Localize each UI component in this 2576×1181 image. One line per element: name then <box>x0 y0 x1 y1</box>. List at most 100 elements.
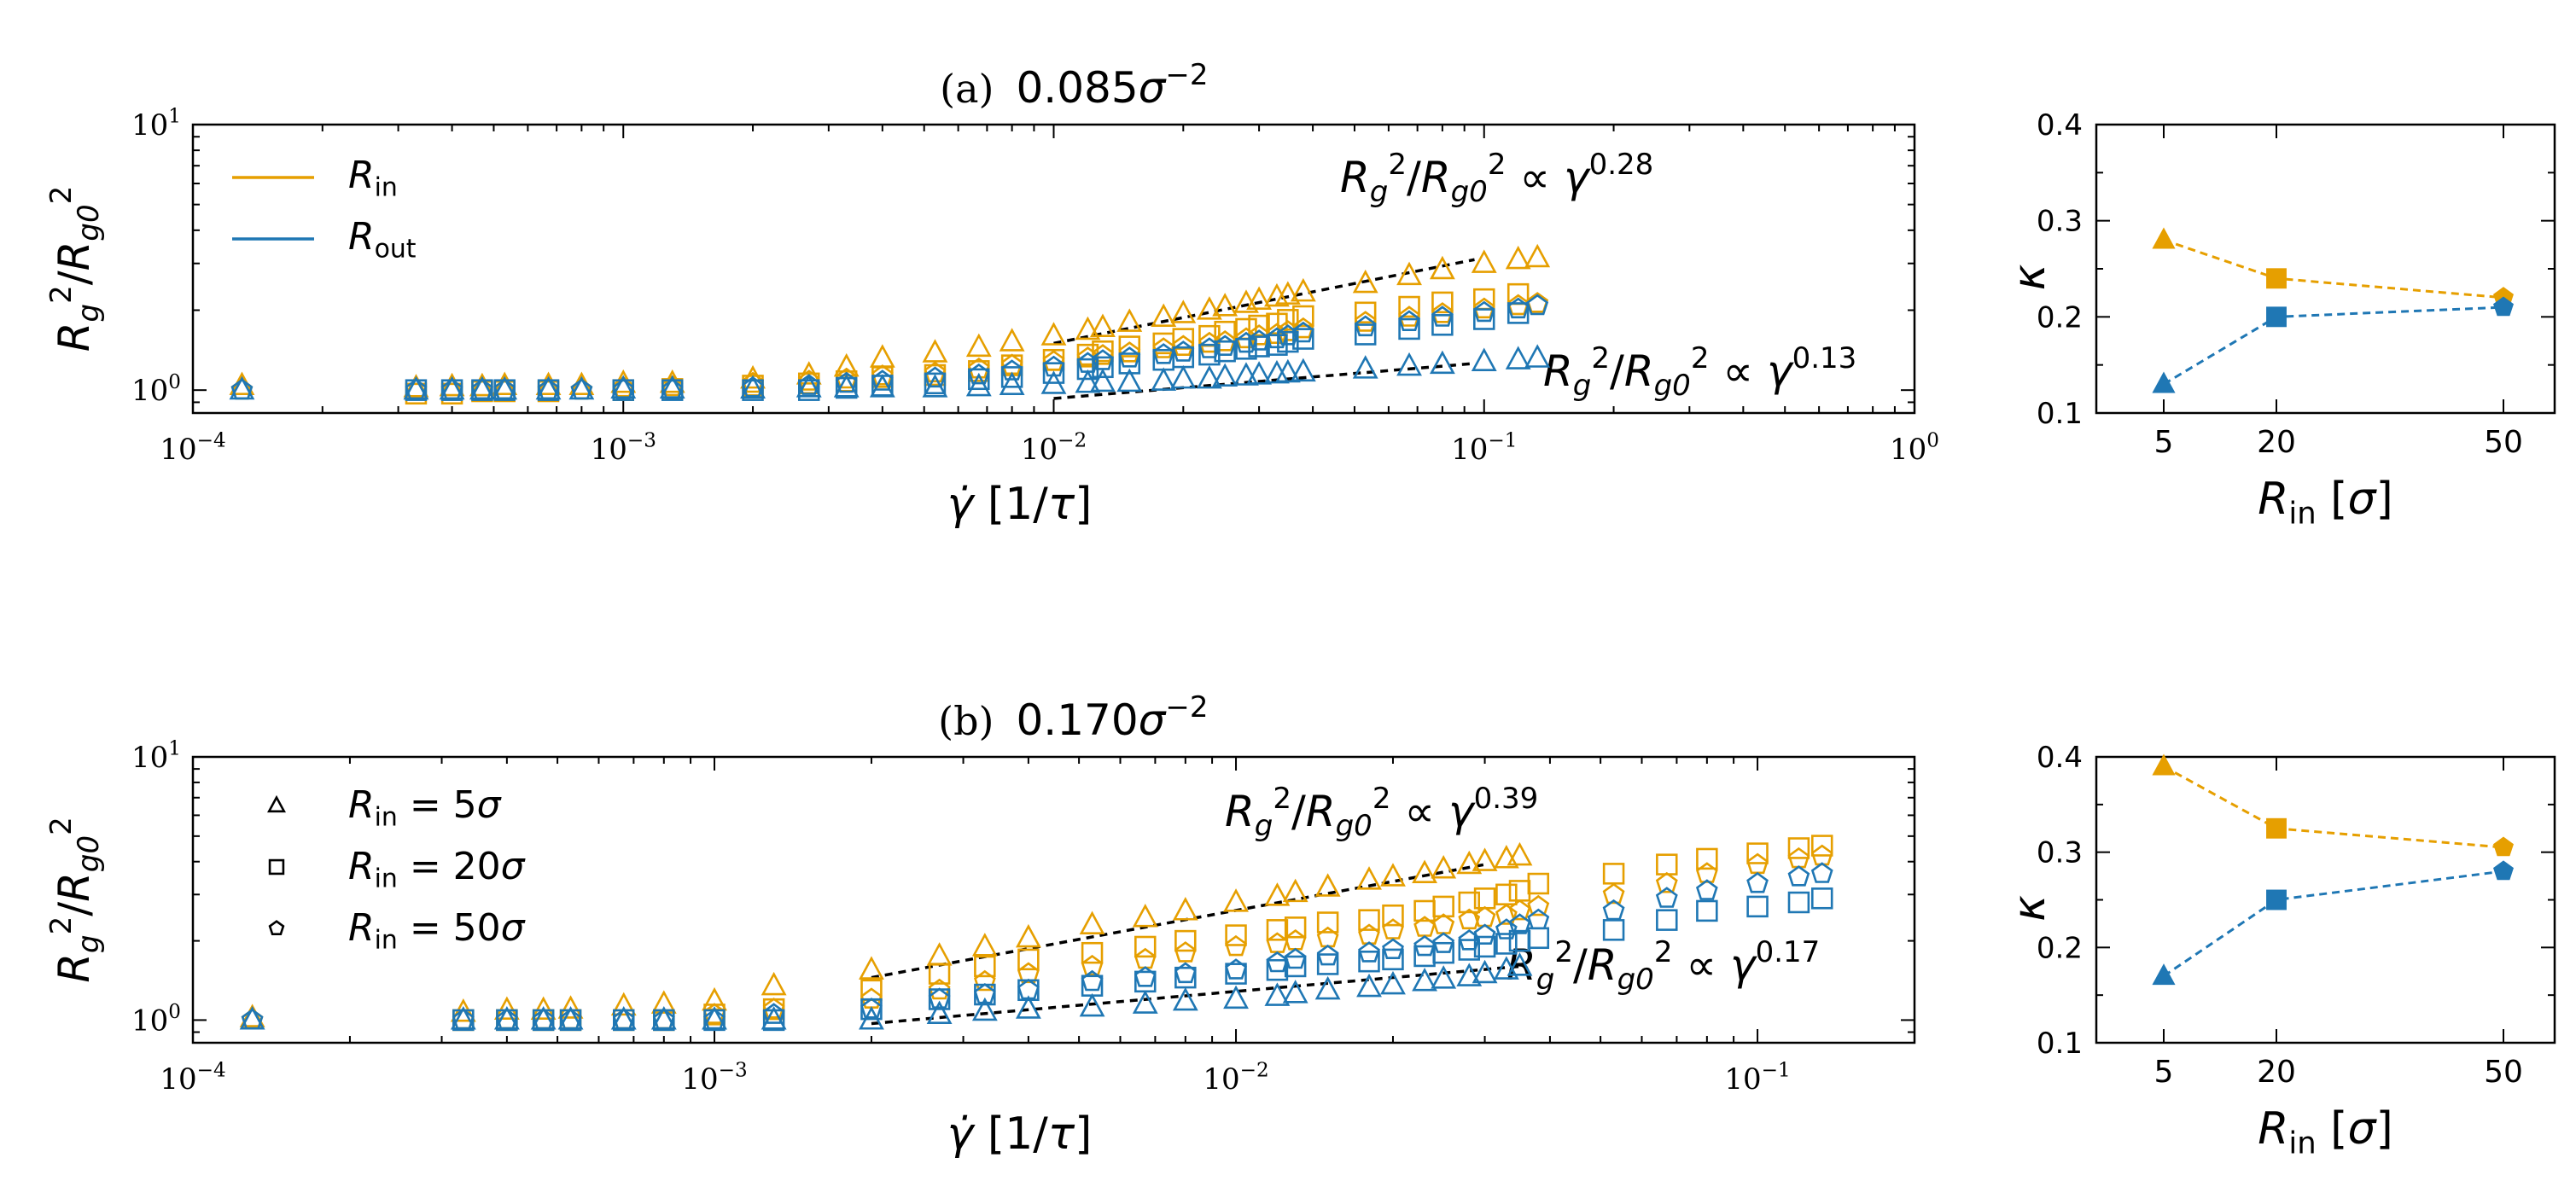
data-point <box>1170 300 1197 323</box>
panel-label-part: (b) <box>938 698 994 744</box>
x-tick-label-part: 10 <box>681 1062 718 1097</box>
data-point <box>1276 324 1299 346</box>
y-tick-label: 0.1 <box>2037 1027 2083 1061</box>
x-tick-label-part: −4 <box>197 430 226 452</box>
data-point <box>974 955 996 978</box>
y-tick-label-part: 10 <box>131 741 168 775</box>
legend-label: Rout <box>348 215 417 265</box>
data-point <box>1746 871 1769 893</box>
legend-label-part: R <box>348 845 375 888</box>
data-point <box>1000 366 1023 388</box>
data-point <box>1291 321 1314 343</box>
data-point <box>1277 309 1299 331</box>
data-point <box>1092 344 1114 365</box>
x-tick-label-part: −3 <box>719 1060 748 1082</box>
data-point <box>1431 305 1454 327</box>
data-point <box>1040 322 1067 346</box>
x-tick-label-part: −1 <box>1488 430 1517 452</box>
data-point <box>1015 923 1041 948</box>
data-point <box>703 1008 726 1030</box>
data-point <box>924 361 947 383</box>
data-point <box>1505 346 1531 369</box>
fit-label-part: ∝ <box>1709 346 1767 396</box>
fit-label-part: R <box>1624 346 1654 396</box>
x-tick-label-part: 10 <box>160 1062 196 1097</box>
x-tick-label-part: 10 <box>1203 1062 1239 1097</box>
data-point <box>1284 947 1307 969</box>
y-tick-label-part: 0 <box>168 371 181 393</box>
legend-label: Rin = 50σ <box>348 906 526 956</box>
data-point <box>859 956 884 980</box>
data-point <box>1471 347 1497 371</box>
legend-label-part: = 20 <box>398 845 501 888</box>
fit-label: Rg2/Rg02 ∝ γ0.17 <box>1507 935 1820 997</box>
data-point <box>1076 352 1099 373</box>
data-point <box>1398 305 1420 327</box>
data-point <box>1429 255 1455 280</box>
data-point <box>797 369 820 391</box>
x-tick-label-part: 20 <box>2257 425 2296 460</box>
x-axis-label-part: ] <box>1075 1108 1092 1160</box>
data-point <box>241 1008 264 1030</box>
data-point <box>1655 887 1678 908</box>
data-point <box>835 367 858 389</box>
fit-label-part: R <box>1421 153 1451 202</box>
x-tick-label: 10−2 <box>1021 430 1087 467</box>
data-point <box>1152 337 1175 358</box>
x-tick-label: 100 <box>1890 430 1939 467</box>
x-tick-label-part: 5 <box>2154 1055 2174 1090</box>
data-point <box>871 364 894 386</box>
data-point <box>1432 941 1454 964</box>
data-point <box>1174 941 1197 963</box>
x-tick-label-part: 20 <box>2257 1055 2296 1090</box>
data-point <box>797 374 820 395</box>
data-point <box>1212 293 1238 317</box>
data-point <box>1134 947 1157 969</box>
data-point <box>1810 862 1833 883</box>
data-point <box>661 378 684 400</box>
y-tick-label-part: 0.2 <box>2037 931 2083 965</box>
x-axis-label-part: ] <box>2375 1103 2392 1155</box>
kappa-line <box>2163 765 2504 849</box>
plot-frame <box>2095 755 2556 1044</box>
data-point <box>833 374 860 398</box>
data-point <box>1456 850 1483 875</box>
kappa-line <box>2163 305 2504 386</box>
data-point <box>1266 323 1288 345</box>
data-point <box>1380 970 1406 995</box>
data-point <box>1507 294 1530 316</box>
data-point <box>1787 891 1810 914</box>
y-tick-label: 0.2 <box>2037 931 2083 965</box>
x-tick-label: 10−3 <box>591 430 656 467</box>
y-tick-label-part: 0.2 <box>2037 300 2083 335</box>
fit-label-part: γ <box>1730 940 1757 990</box>
kappa-point <box>2493 860 2514 881</box>
y-tick-label: 101 <box>131 106 181 143</box>
data-point <box>1172 340 1195 362</box>
x-tick-label: 10−2 <box>1203 1060 1268 1097</box>
fit-label-part: R <box>1306 787 1336 836</box>
data-point <box>1602 863 1625 885</box>
data-point <box>495 1008 518 1030</box>
data-point <box>922 339 948 363</box>
data-point <box>1214 329 1237 352</box>
fit-label-part: R <box>1225 787 1255 836</box>
data-point <box>1787 865 1810 887</box>
data-point <box>1017 948 1040 971</box>
kappa-series-r-out <box>2152 860 2514 986</box>
data-point <box>1431 965 1457 989</box>
data-point <box>740 375 766 399</box>
y-axis-label-part: κ <box>2004 895 2055 922</box>
kappa-series-r-in <box>2152 227 2514 306</box>
x-axis-label-part: σ <box>2347 1103 2377 1155</box>
data-point <box>1092 356 1114 379</box>
legend-label-part: σ <box>477 783 502 827</box>
x-tick-label-part: 0 <box>1926 430 1939 452</box>
data-point <box>1354 323 1377 346</box>
data-point <box>1081 974 1104 997</box>
fit-label-part: g <box>1536 963 1555 997</box>
fit-label-part: R <box>1340 153 1370 202</box>
data-point <box>1356 866 1382 890</box>
kappa-series-r-out <box>2152 296 2514 393</box>
